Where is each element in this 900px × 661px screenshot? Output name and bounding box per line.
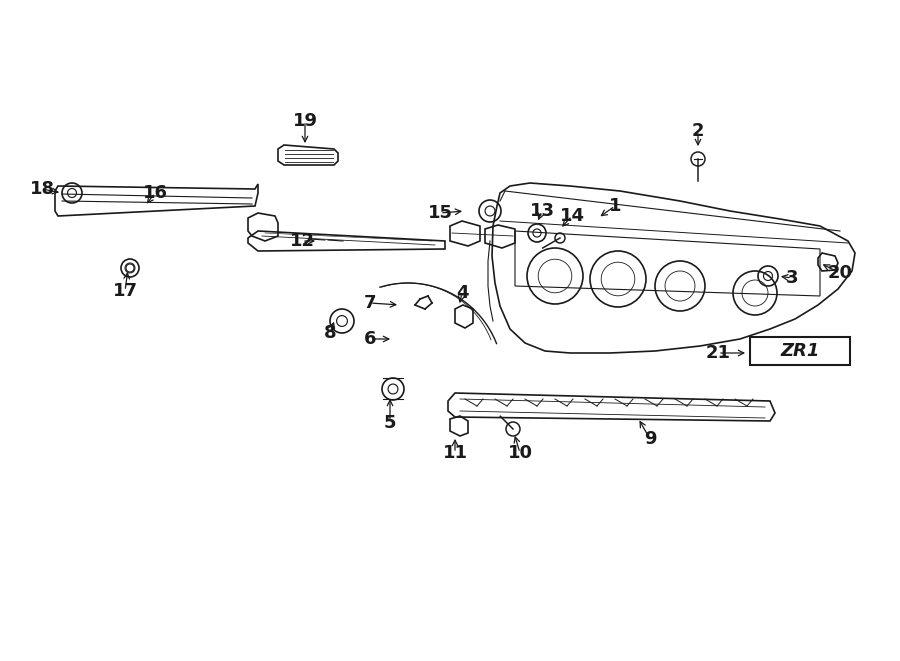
Text: 11: 11: [443, 444, 467, 462]
Text: 12: 12: [290, 232, 314, 250]
Text: 1: 1: [608, 197, 621, 215]
Text: 13: 13: [529, 202, 554, 220]
Text: 14: 14: [560, 207, 584, 225]
Text: 8: 8: [324, 324, 337, 342]
Text: 20: 20: [827, 264, 852, 282]
Text: 6: 6: [364, 330, 376, 348]
Text: 21: 21: [706, 344, 731, 362]
Text: 16: 16: [142, 184, 167, 202]
Text: 17: 17: [112, 282, 138, 300]
Text: ZR1: ZR1: [780, 342, 820, 360]
Text: 2: 2: [692, 122, 704, 140]
Text: 3: 3: [786, 269, 798, 287]
Text: 5: 5: [383, 414, 396, 432]
Text: 4: 4: [455, 284, 468, 302]
Text: 18: 18: [30, 180, 55, 198]
Text: 15: 15: [428, 204, 453, 222]
Text: 7: 7: [364, 294, 376, 312]
Text: 9: 9: [644, 430, 656, 448]
Text: 10: 10: [508, 444, 533, 462]
Text: 19: 19: [292, 112, 318, 130]
